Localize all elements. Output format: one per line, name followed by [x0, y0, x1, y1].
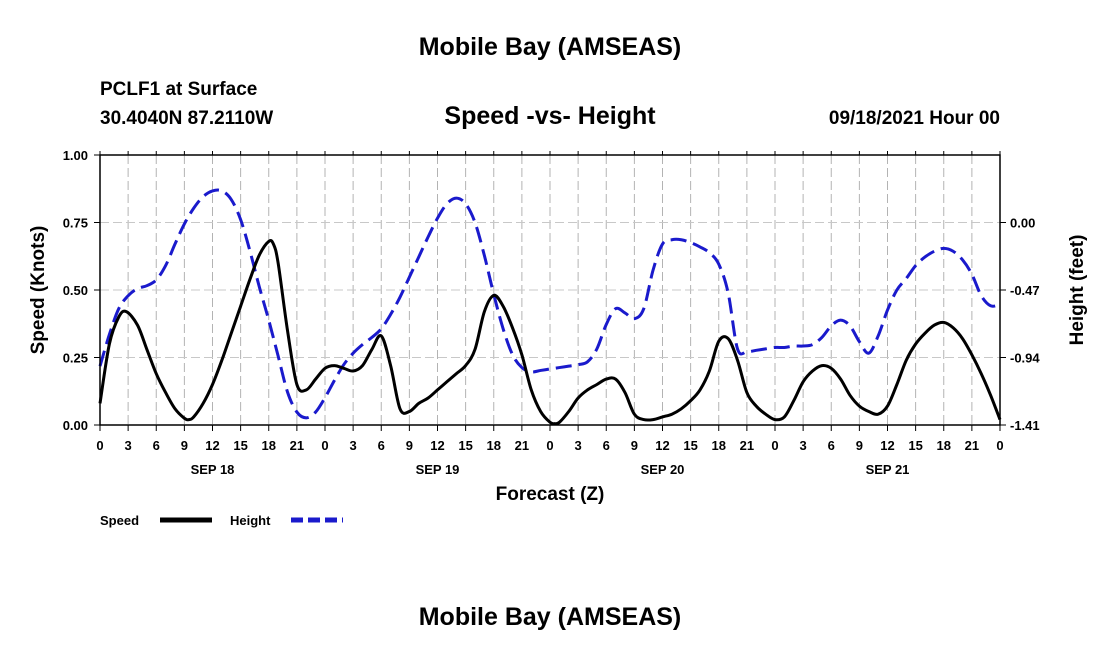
- x-tick-label: 18: [262, 438, 276, 453]
- y-tick-label: 1.00: [63, 148, 88, 163]
- station-coords: 30.4040N 87.2110W: [100, 108, 273, 129]
- x-tick-label: 6: [153, 438, 160, 453]
- legend-label-height: Height: [230, 513, 271, 528]
- series-layer: [98, 188, 1002, 426]
- x-tick-label: 3: [125, 438, 132, 453]
- x-tick-label: 0: [321, 438, 328, 453]
- x-tick-label: 0: [771, 438, 778, 453]
- series-line-speed: [98, 239, 1002, 426]
- x-tick-label: 9: [856, 438, 863, 453]
- x-tick-label: 0: [96, 438, 103, 453]
- y2-tick-label: 0.00: [1010, 216, 1035, 231]
- y2-axis-label: Height (feet): [1067, 235, 1088, 346]
- x-tick-label: 18: [937, 438, 951, 453]
- day-label: SEP 21: [866, 462, 910, 477]
- bottom-title: Mobile Bay (AMSEAS): [419, 603, 682, 631]
- grid-lines: [100, 155, 1000, 425]
- x-tick-label: 12: [880, 438, 894, 453]
- x-tick-label: 9: [406, 438, 413, 453]
- x-tick-label: 15: [683, 438, 697, 453]
- y-tick-label: 0.00: [63, 418, 88, 433]
- x-axis-label: Forecast (Z): [496, 484, 605, 505]
- day-label: SEP 18: [191, 462, 235, 477]
- x-tick-label: 6: [828, 438, 835, 453]
- y2-tick-label: -1.41: [1010, 418, 1040, 433]
- x-tick-label: 15: [233, 438, 247, 453]
- x-tick-label: 3: [350, 438, 357, 453]
- x-tick-label: 9: [631, 438, 638, 453]
- x-tick-label: 9: [181, 438, 188, 453]
- x-tick-label: 21: [965, 438, 979, 453]
- x-tick-label: 18: [712, 438, 726, 453]
- x-tick-label: 15: [908, 438, 922, 453]
- y-tick-label: 0.50: [63, 283, 88, 298]
- x-tick-label: 6: [603, 438, 610, 453]
- x-tick-label: 6: [378, 438, 385, 453]
- day-label: SEP 20: [641, 462, 685, 477]
- chart-title: Speed -vs- Height: [444, 102, 656, 130]
- x-tick-label: 12: [205, 438, 219, 453]
- x-tick-label: 3: [575, 438, 582, 453]
- x-tick-label: 12: [655, 438, 669, 453]
- day-label: SEP 19: [416, 462, 460, 477]
- station-label: PCLF1 at Surface: [100, 79, 257, 100]
- y2-tick-label: -0.94: [1010, 351, 1040, 366]
- x-tick-label: 15: [458, 438, 472, 453]
- x-tick-label: 21: [515, 438, 529, 453]
- y2-tick-label: -0.47: [1010, 283, 1040, 298]
- x-tick-label: 21: [740, 438, 754, 453]
- x-tick-label: 0: [996, 438, 1003, 453]
- x-tick-label: 21: [290, 438, 304, 453]
- y-axis-label: Speed (Knots): [28, 226, 49, 355]
- forecast-date: 09/18/2021 Hour 00: [829, 108, 1000, 129]
- legend: Speed Height: [100, 513, 343, 528]
- x-tick-label: 12: [430, 438, 444, 453]
- x-tick-label: 3: [800, 438, 807, 453]
- axes: 0 3 6 9 12 15 18 21 0 3 6 9 12 15 18 21 0 3 6 9 12 15 18 21 0 3 6 9…: [63, 148, 1041, 477]
- x-tick-label: 18: [487, 438, 501, 453]
- y-tick-label: 0.25: [63, 351, 88, 366]
- top-title: Mobile Bay (AMSEAS): [419, 33, 682, 61]
- legend-label-speed: Speed: [100, 513, 139, 528]
- x-tick-label: 0: [546, 438, 553, 453]
- y-tick-label: 0.75: [63, 216, 88, 231]
